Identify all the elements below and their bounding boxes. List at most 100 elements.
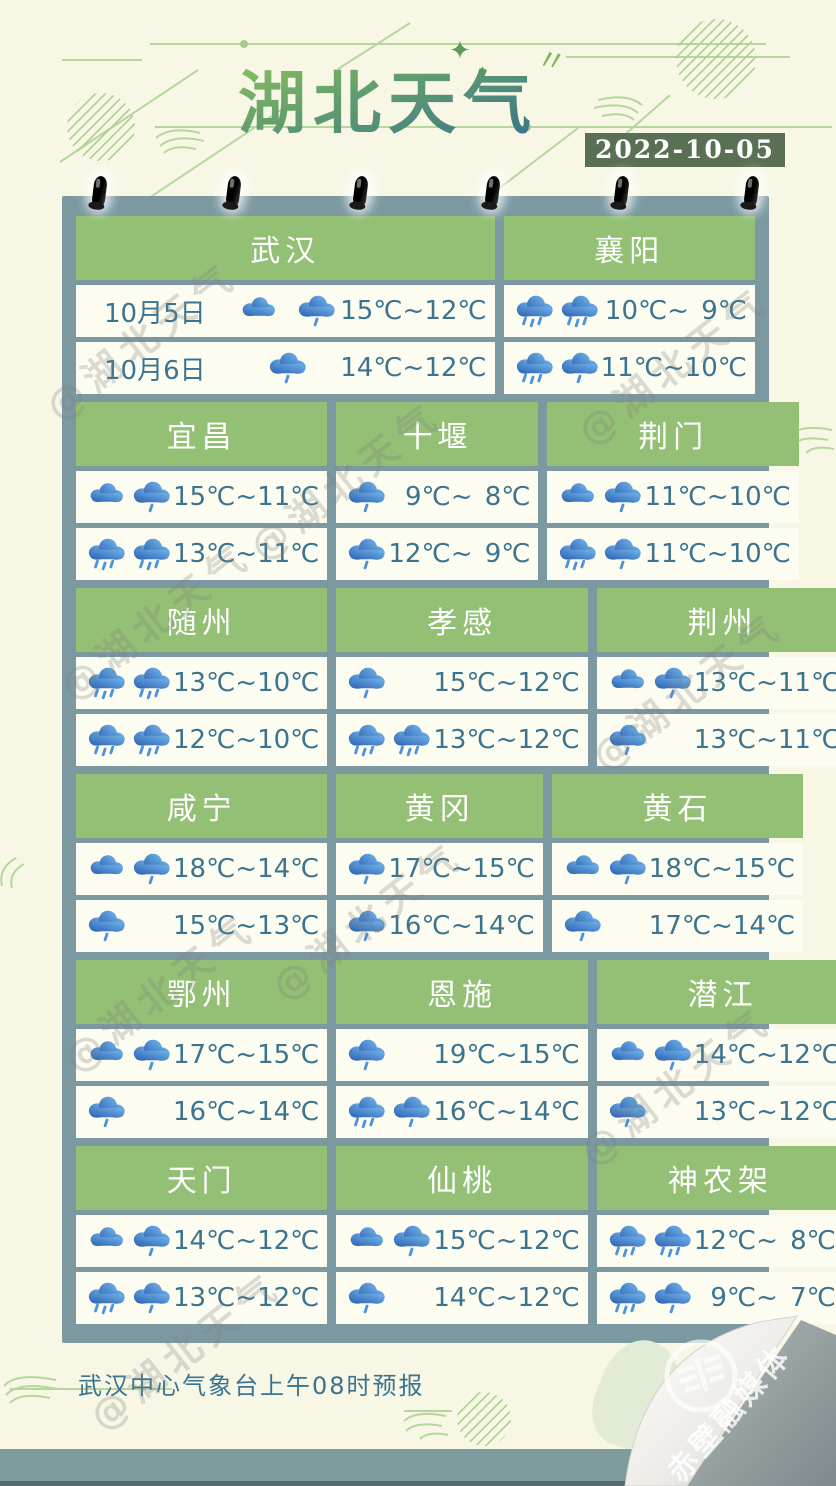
- range-tilde: ~: [495, 1226, 518, 1256]
- temperature-range: 13℃ ~12℃: [694, 1097, 836, 1127]
- tick-marks-icon: 〃: [534, 42, 569, 81]
- temperature-range: 12℃ ~9℃: [388, 539, 530, 569]
- low-temp: 12℃: [424, 353, 487, 383]
- low-temp: 11℃: [257, 539, 320, 569]
- rain-icon: [654, 1225, 691, 1258]
- range-tilde: ~: [756, 668, 778, 698]
- high-temp: 15℃: [433, 1226, 496, 1256]
- weather-icons: [514, 350, 601, 386]
- low-temp: 13℃: [257, 911, 320, 941]
- low-temp: 15℃: [517, 1040, 580, 1070]
- sparkle-icon: ✦: [477, 64, 488, 79]
- range-tilde: ~: [756, 1283, 778, 1313]
- weather-icons: [557, 479, 644, 515]
- weather-icons: [86, 722, 173, 758]
- weather-icons: [86, 908, 128, 944]
- high-temp: 11℃: [644, 482, 707, 512]
- temperature-range: 14℃ ~12℃: [694, 1040, 836, 1070]
- low-temp: 15℃: [732, 854, 796, 884]
- temperature-range: 9℃ ~7℃: [710, 1283, 836, 1313]
- range-tilde: ~: [756, 1040, 778, 1070]
- cloud-icon: [611, 669, 644, 689]
- range-tilde: ~: [235, 911, 258, 941]
- high-temp: 12℃: [173, 725, 236, 755]
- weather-icons: [607, 722, 649, 758]
- cloud-icon: [90, 483, 123, 503]
- weather-icons: [86, 1037, 173, 1073]
- low-temp: 15℃: [257, 1040, 320, 1070]
- weather-icons: [346, 1223, 433, 1259]
- low-temp: 8℃: [790, 1226, 836, 1256]
- high-temp: 13℃: [173, 539, 236, 569]
- forecast-cell: 16℃ ~14℃: [336, 1086, 588, 1138]
- forecast-cell: 9℃ ~8℃: [336, 471, 539, 523]
- low-temp: 10℃: [728, 482, 791, 512]
- high-temp: 14℃: [173, 1226, 236, 1256]
- cloud-icon: [90, 855, 123, 875]
- date-badge: 2022-10-05: [585, 133, 785, 167]
- city-header: 襄阳: [503, 216, 755, 280]
- rain-icon: [561, 295, 598, 328]
- rain-icon: [133, 538, 170, 571]
- weather-icons: [86, 1280, 173, 1316]
- rain-icon: [88, 1096, 125, 1128]
- weather-icons: [607, 1037, 694, 1073]
- range-tilde: ~: [495, 1097, 518, 1127]
- city-header: 孝感: [336, 588, 588, 652]
- rain-icon: [349, 538, 386, 570]
- range-tilde: ~: [756, 725, 778, 755]
- forecast-cell: 18℃ ~14℃: [76, 843, 328, 895]
- high-temp: 15℃: [173, 482, 236, 512]
- high-temp: 18℃: [173, 854, 236, 884]
- weather-icons: [346, 1037, 388, 1073]
- city-header: 荆门: [547, 402, 799, 466]
- city-header: 随州: [76, 588, 328, 652]
- curl-underside: [687, 1320, 836, 1486]
- rain-icon: [605, 538, 642, 570]
- rain-icon: [133, 667, 170, 700]
- temperature-range: 12℃ ~10℃: [173, 725, 319, 755]
- forecast-cell: 17℃ ~14℃: [551, 900, 804, 952]
- low-temp: 12℃: [517, 1226, 580, 1256]
- cloud-icon: [90, 1227, 123, 1247]
- rain-icon: [609, 1282, 646, 1315]
- temperature-range: 18℃ ~15℃: [649, 854, 795, 884]
- rain-icon: [609, 1096, 646, 1128]
- weather-icons: [86, 665, 173, 701]
- range-tilde: ~: [402, 353, 425, 383]
- low-temp: 11℃: [777, 725, 836, 755]
- weather-icons: [86, 536, 173, 572]
- temperature-range: 13℃ ~12℃: [433, 725, 579, 755]
- forecast-cell: 16℃ ~14℃: [76, 1086, 328, 1138]
- high-temp: 16℃: [388, 911, 451, 941]
- range-tilde: ~: [235, 539, 258, 569]
- high-temp: 16℃: [433, 1097, 496, 1127]
- forecast-cell: 14℃ ~12℃: [336, 1272, 588, 1324]
- rain-icon: [394, 724, 431, 757]
- city-section: 武汉 襄阳 10月5日 15℃ ~12℃ 10℃ ~9℃ 10月6日 14℃ ~12℃ 11℃ ~10…: [76, 216, 755, 394]
- rain-icon: [133, 1039, 170, 1071]
- weather-icons: [346, 536, 388, 572]
- city-header: 黄冈: [336, 774, 543, 838]
- cloud-icon: [562, 483, 595, 503]
- forecast-cell: 13℃ ~11℃: [76, 528, 328, 580]
- temperature-range: 14℃ ~12℃: [340, 353, 486, 383]
- cloud-icon: [611, 1041, 644, 1061]
- low-temp: 9℃: [701, 296, 747, 326]
- range-tilde: ~: [711, 854, 733, 884]
- low-temp: 12℃: [777, 1040, 836, 1070]
- temperature-range: 19℃ ~15℃: [433, 1040, 579, 1070]
- rain-icon: [349, 1096, 386, 1129]
- rain-icon: [561, 352, 598, 384]
- page-curl: 赤壁融媒体: [624, 1315, 836, 1486]
- range-tilde: ~: [235, 854, 258, 884]
- rain-icon: [609, 853, 646, 885]
- forecast-cell: 13℃ ~12℃: [336, 714, 588, 766]
- city-header: 宜昌: [76, 402, 328, 466]
- cloud-icon: [351, 1227, 384, 1247]
- high-temp: 13℃: [693, 1097, 757, 1127]
- city-section: 宜昌 十堰 荆门 15℃ ~11℃ 9℃ ~8℃ 11℃ ~10℃ 13℃ ~11℃ 12℃ ~9℃ 11…: [76, 402, 799, 580]
- rain-icon: [654, 667, 691, 699]
- sparkle-icon: ✦: [449, 36, 471, 66]
- high-temp: 18℃: [648, 854, 712, 884]
